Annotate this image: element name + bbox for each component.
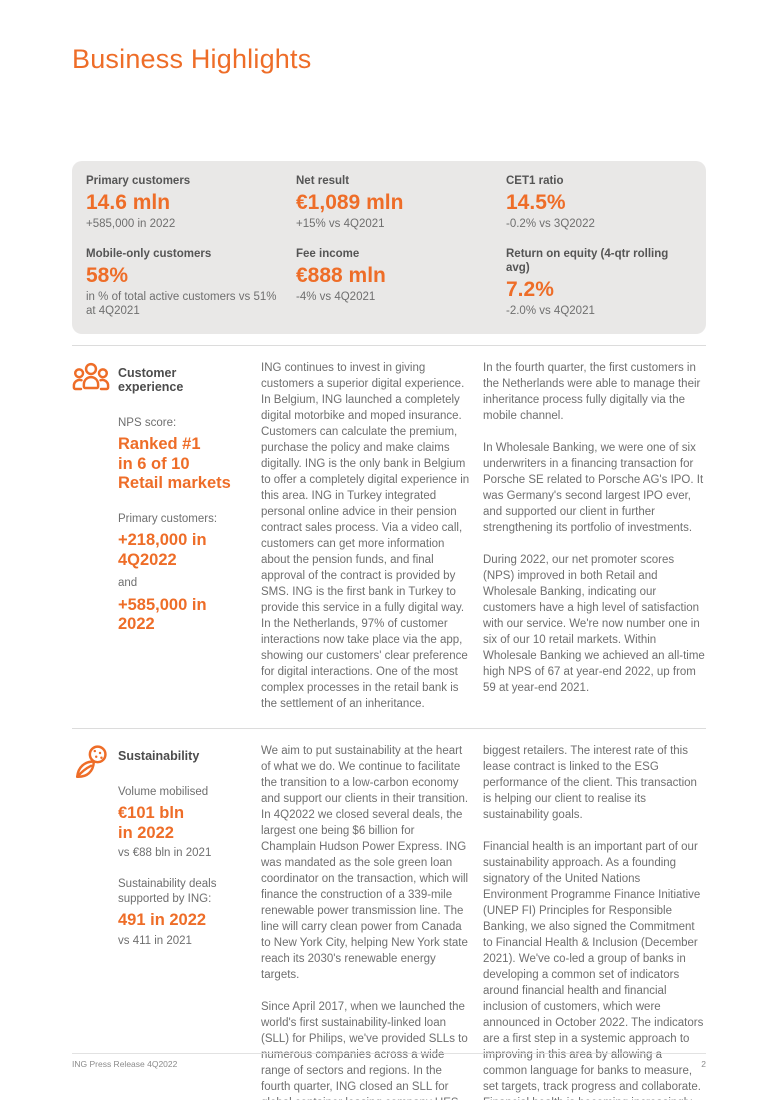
stat-value: +218,000 in 4Q2022 <box>118 531 207 569</box>
body-column-middle: ING continues to invest in giving custom… <box>261 359 471 728</box>
section-sidebar: Sustainability Volume mobilised €101 bln… <box>72 742 249 1100</box>
body-column-middle: We aim to put sustainability at the hear… <box>261 742 471 1100</box>
kpi-sub: -2.0% vs 4Q2021 <box>506 304 595 317</box>
body-paragraph: In Wholesale Banking, we were one of six… <box>483 441 704 534</box>
section-customer-experience: Customer experience NPS score: Ranked #1… <box>72 344 706 728</box>
page-footer: ING Press Release 4Q2022 2 <box>72 1053 706 1069</box>
stat-value: +585,000 in 2022 <box>118 595 207 634</box>
footer-document-title: ING Press Release 4Q2022 <box>72 1059 178 1069</box>
body-column-right: biggest retailers. The interest rate of … <box>483 742 706 1100</box>
stat-value: 491 in 2022 <box>118 911 207 929</box>
stat-primary-customers-4q: Primary customers: +218,000 in 4Q2022 <box>118 512 243 571</box>
stat-label: Volume mobilised <box>118 785 209 798</box>
page-title: Business Highlights <box>72 44 312 74</box>
section-sustainability: Sustainability Volume mobilised €101 bln… <box>72 727 706 1100</box>
body-paragraph: Since April 2017, when we launched the w… <box>261 1000 468 1100</box>
kpi-return-on-equity: Return on equity (4-qtr rolling avg) 7.2… <box>506 247 692 319</box>
kpi-primary-customers: Primary customers 14.6 mln +585,000 in 2… <box>86 174 296 232</box>
kpi-mobile-only-customers: Mobile-only customers 58% in % of total … <box>86 247 296 319</box>
stat-label: NPS score: <box>118 416 177 429</box>
body-column-right: In the fourth quarter, the first custome… <box>483 359 706 728</box>
stat-sub: vs €88 bln in 2021 <box>118 847 212 859</box>
body-paragraph: biggest retailers. The interest rate of … <box>483 744 697 821</box>
section-sidebar: Customer experience NPS score: Ranked #1… <box>72 359 249 728</box>
body-paragraph: During 2022, our net promoter scores (NP… <box>483 553 705 694</box>
kpi-value: €888 mln <box>296 263 386 287</box>
stat-volume-mobilised: Volume mobilised €101 bln in 2022 vs €88… <box>118 785 243 860</box>
stat-value: Ranked #1 in 6 of 10 Retail markets <box>118 435 231 492</box>
kpi-sub: +585,000 in 2022 <box>86 218 176 230</box>
kpi-label: CET1 ratio <box>506 175 564 187</box>
stat-label: Sustainability deals supported by ING: <box>118 878 217 905</box>
section-heading: Sustainability <box>118 748 200 763</box>
kpi-label: Net result <box>296 175 350 187</box>
stat-label: Primary customers: <box>118 512 218 525</box>
kpi-value: 14.5% <box>506 191 566 214</box>
kpi-value: €1,089 mln <box>296 191 404 214</box>
kpi-label: Return on equity (4-qtr rolling avg) <box>506 247 669 274</box>
kpi-sub: -4% vs 4Q2021 <box>296 290 376 303</box>
kpi-value: 58% <box>86 263 129 287</box>
kpi-label: Fee income <box>296 247 360 260</box>
stat-value: €101 bln in 2022 <box>118 804 185 842</box>
kpi-fee-income: Fee income €888 mln -4% vs 4Q2021 <box>296 247 506 319</box>
stat-sustainability-deals: Sustainability deals supported by ING: 4… <box>118 877 243 947</box>
kpi-cet1-ratio: CET1 ratio 14.5% -0.2% vs 3Q2022 <box>506 174 692 232</box>
stat-nps-score: NPS score: Ranked #1 in 6 of 10 Retail m… <box>118 416 243 494</box>
body-paragraph: In the fourth quarter, the first custome… <box>483 361 701 422</box>
kpi-sub: +15% vs 4Q2021 <box>296 218 385 230</box>
leaf-globe-icon <box>72 743 110 781</box>
kpi-value: 7.2% <box>506 277 554 301</box>
kpi-label: Primary customers <box>86 175 191 187</box>
kpi-net-result: Net result €1,089 mln +15% vs 4Q2021 <box>296 174 506 232</box>
stat-sub: vs 411 in 2021 <box>118 934 192 947</box>
kpi-summary-box: Primary customers 14.6 mln +585,000 in 2… <box>72 161 706 334</box>
body-paragraph: We aim to put sustainability at the hear… <box>261 744 469 981</box>
stat-primary-customers-2022: and +585,000 in 2022 <box>118 576 243 635</box>
kpi-label: Mobile-only customers <box>86 247 212 260</box>
page-number: 2 <box>701 1059 706 1069</box>
body-paragraph: Financial health is an important part of… <box>483 840 704 1100</box>
stat-label: and <box>118 577 138 589</box>
section-heading: Customer experience <box>118 365 184 394</box>
people-group-icon <box>72 360 110 398</box>
kpi-sub: -0.2% vs 3Q2022 <box>506 218 595 230</box>
kpi-value: 14.6 mln <box>86 191 171 214</box>
body-paragraph: ING continues to invest in giving custom… <box>261 361 470 710</box>
kpi-sub: in % of total active customers vs 51% at… <box>86 290 277 318</box>
